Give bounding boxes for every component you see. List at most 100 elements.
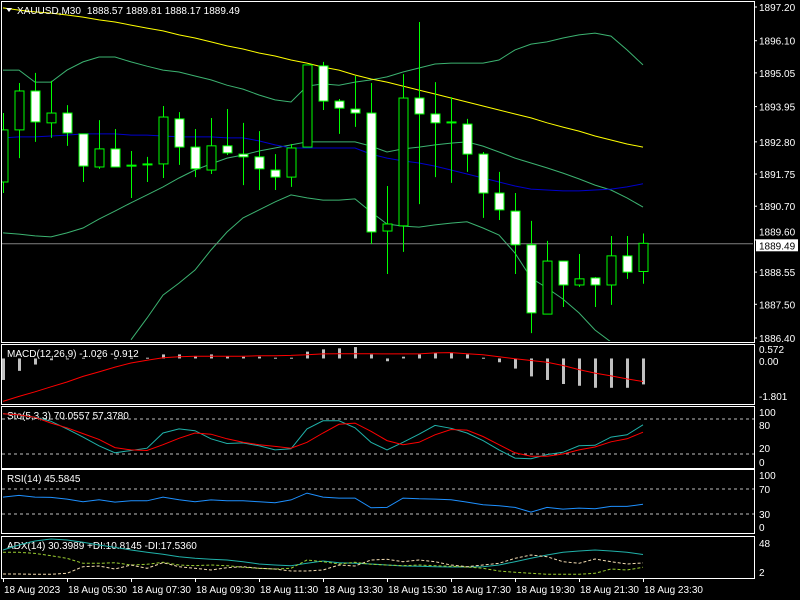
macd-histogram-bar: [274, 357, 277, 359]
macd-histogram-bar: [242, 356, 245, 359]
bear-candle-body: [238, 153, 249, 158]
macd-histogram-bar: [194, 356, 197, 359]
macd-histogram-bar: [402, 356, 405, 359]
candle: [478, 151, 489, 218]
bear-candle-body: [254, 156, 265, 170]
macd-histogram-bar: [130, 357, 133, 359]
stochastic-title: Sto(5,3,3) 70.0557 57.3780: [7, 411, 129, 422]
price-axis-label: 1887.50: [759, 300, 796, 311]
macd-histogram-bar: [482, 357, 485, 359]
macd-title: MACD(12,26,9) -1.026 -0.912: [7, 349, 139, 360]
bear-candle-body: [526, 244, 537, 314]
price-axis-label: 1896.10: [759, 37, 796, 48]
bear-candle-body: [270, 169, 281, 178]
main-frame: [1, 1, 755, 343]
stochastic-axis-label: 0: [759, 458, 765, 469]
macd-histogram-bar: [370, 354, 373, 359]
bull-candle-body: [2, 129, 9, 183]
bear-candle-body: [318, 65, 329, 102]
time-axis-label: 18 Aug 15:30: [388, 585, 447, 596]
candle: [94, 120, 105, 169]
bear-candle-body: [30, 90, 41, 123]
candle: [510, 193, 521, 274]
price-axis-label: 1893.95: [759, 103, 796, 114]
candle: [30, 72, 41, 142]
time-axis-label: 18 Aug 23:30: [644, 585, 703, 596]
macd-histogram-bar: [290, 357, 293, 359]
adx-window[interactable]: ADX(14) 30.3989 +DI:10.8145 -DI:17.5360 4…: [2, 538, 771, 579]
bull-candle-body: [542, 260, 553, 315]
stochastic-main-line: [2, 413, 644, 460]
macd-histogram-bar: [418, 354, 421, 359]
bull-candle-body: [574, 278, 585, 286]
stochastic-frame: [1, 406, 755, 469]
rsi-axis-label: 30: [759, 510, 771, 521]
macd-histogram-bar: [546, 358, 549, 380]
time-axis-label: 18 Aug 09:30: [196, 585, 255, 596]
candle: [254, 131, 265, 190]
candle: [190, 128, 201, 178]
candle: [590, 277, 601, 308]
main-price-window[interactable]: 1897.20 1896.10 1895.05 1893.95 1892.80 1891.…: [0, 3, 798, 345]
candle: [446, 97, 457, 183]
macd-axis-label: 0.00: [759, 357, 779, 368]
macd-histogram-bar: [578, 358, 581, 386]
price-axis-label: 1891.75: [759, 170, 796, 181]
bear-candle-body: [222, 145, 233, 154]
candle: [494, 171, 505, 221]
macd-histogram-bar: [50, 358, 53, 361]
dropdown-triangle-icon[interactable]: [6, 8, 12, 12]
adx-axis-label: 48: [759, 539, 771, 550]
macd-histogram-bar: [498, 358, 501, 363]
bear-candle-body: [494, 192, 505, 211]
candle: [606, 235, 617, 305]
macd-histogram-bar: [98, 357, 101, 359]
moving-average-fast-line: [2, 133, 644, 192]
price-axis-label: 1888.55: [759, 268, 796, 279]
bull-candle-body: [158, 116, 169, 165]
bull-candle-body: [14, 90, 25, 131]
rsi-axis-label: 70: [759, 485, 771, 496]
macd-histogram-bar: [258, 356, 261, 359]
bull-candle-body: [46, 112, 57, 124]
candle: [558, 260, 569, 308]
bear-candle-body: [350, 108, 361, 114]
macd-histogram-bar: [530, 358, 533, 377]
bollinger-middle-line: [2, 141, 644, 238]
bull-candle-body: [382, 223, 393, 232]
candle: [430, 82, 441, 178]
time-axis-label: 18 Aug 19:30: [516, 585, 575, 596]
rsi-frame: [1, 469, 755, 534]
candle: [462, 118, 473, 172]
time-axis-label: 18 Aug 17:30: [452, 585, 511, 596]
macd-histogram-bar: [450, 352, 453, 359]
stochastic-axis-label: 20: [759, 444, 771, 455]
candle: [318, 61, 329, 110]
candle: [238, 122, 249, 186]
stochastic-window[interactable]: Sto(5,3,3) 70.0557 57.3780 100 80 20 0: [2, 408, 776, 469]
candle: [206, 117, 217, 175]
macd-histogram-bar: [114, 358, 117, 360]
candle: [574, 254, 585, 287]
time-axis-label: 18 Aug 13:30: [324, 585, 383, 596]
bid-price-tag: [756, 239, 798, 252]
macd-histogram-bar: [226, 356, 229, 359]
macd-axis-label: -1.801: [759, 392, 788, 403]
candle: [622, 235, 633, 279]
candle: [526, 220, 537, 334]
macd-histogram-bar: [354, 347, 357, 359]
macd-histogram-bar: [162, 354, 165, 359]
bear-candle-body: [414, 97, 425, 115]
rsi-window[interactable]: RSI(14) 45.5845 100 70 30 0: [2, 471, 776, 534]
candle: [78, 133, 89, 183]
candle: [270, 154, 281, 190]
bear-candle-body: [622, 255, 633, 273]
price-axis-label: 1886.40: [759, 334, 796, 345]
bear-candle-body: [78, 133, 89, 167]
bull-candle-body: [286, 147, 297, 178]
candle: [334, 98, 345, 134]
time-axis-label: 18 Aug 07:30: [132, 585, 191, 596]
stochastic-axis-label: 80: [759, 421, 771, 432]
